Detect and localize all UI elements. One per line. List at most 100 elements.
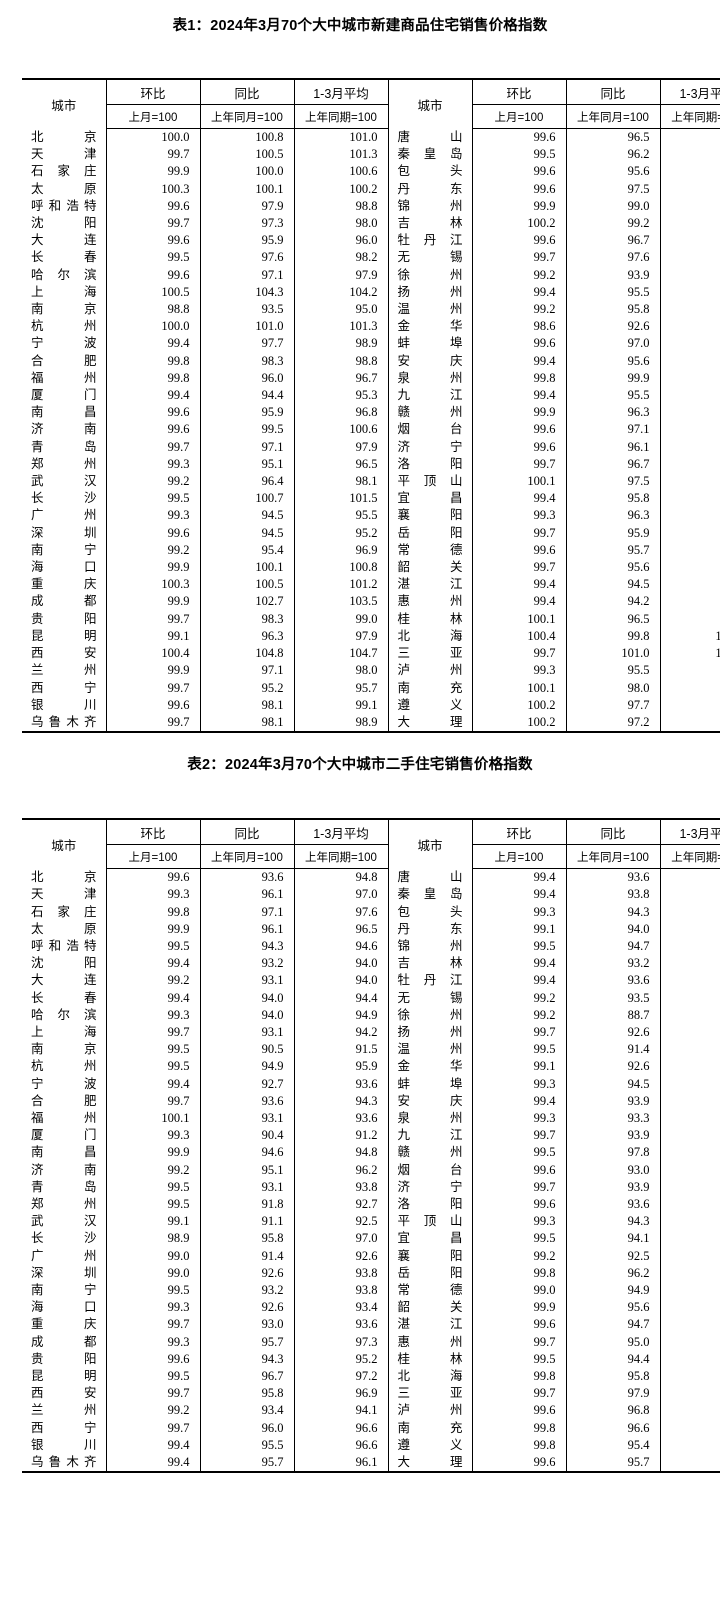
avg-value-cell: 99.2	[659, 197, 720, 216]
yoy-value-cell: 99.2	[565, 215, 661, 233]
mom-value-cell: 99.1	[471, 1058, 567, 1076]
avg-value-cell: 100.2	[293, 180, 389, 198]
yoy-value-cell: 95.6	[565, 1299, 661, 1317]
yoy-value-cell: 96.0	[199, 369, 295, 388]
city-name-cell: 安庆	[388, 1092, 473, 1110]
avg-value-cell: 97.9	[293, 627, 389, 646]
yoy-value-cell: 94.5	[565, 1075, 661, 1093]
yoy-value-cell: 93.9	[565, 1178, 661, 1196]
city-name-cell: 济宁	[388, 1178, 473, 1196]
mom-value-cell: 100.0	[105, 128, 201, 147]
city-name-cell: 西安	[22, 1385, 107, 1403]
yoy-value-cell: 91.4	[565, 1041, 661, 1059]
avg-value-cell: 96.7	[293, 369, 389, 388]
yoy-value-cell: 97.5	[565, 473, 661, 491]
mom-value-cell: 99.9	[105, 1144, 201, 1162]
yoy-value-cell: 96.5	[565, 128, 661, 147]
city-name-cell: 南宁	[22, 541, 107, 560]
yoy-value-cell: 98.1	[199, 696, 295, 714]
yoy-value-cell: 99.5	[199, 421, 295, 439]
city-name-cell: 昆明	[22, 627, 107, 646]
avg-value-cell: 94.8	[293, 1144, 389, 1162]
yoy-value-cell: 97.1	[199, 903, 295, 921]
mom-value-cell: 99.4	[105, 989, 201, 1007]
mom-value-cell: 99.3	[105, 1006, 201, 1024]
yoy-value-cell: 94.5	[565, 576, 661, 594]
yoy-value-cell: 95.9	[199, 404, 295, 422]
yoy-value-cell: 94.9	[565, 1281, 661, 1300]
avg-value-cell: 98.9	[293, 335, 389, 353]
yoy-value-cell: 96.2	[565, 146, 661, 164]
mom-value-cell: 99.9	[105, 163, 201, 181]
avg-value-cell: 94.2	[659, 920, 720, 938]
city-name-cell: 秦皇岛	[388, 146, 473, 164]
city-name-cell: 襄阳	[388, 1247, 473, 1265]
avg-value-cell: 96.7	[659, 146, 720, 164]
avg-value-cell: 95.3	[659, 266, 720, 284]
yoy-value-cell: 96.0	[199, 1419, 295, 1437]
mom-value-cell: 99.6	[471, 438, 567, 456]
city-name-cell: 合肥	[22, 352, 107, 370]
yoy-value-cell: 96.6	[565, 1419, 661, 1437]
avg-value-cell: 99.5	[659, 369, 720, 388]
avg-value-cell: 100.8	[293, 559, 389, 577]
city-name-cell: 丹东	[388, 180, 473, 198]
mom-value-cell: 99.8	[105, 369, 201, 388]
yoy-value-cell: 95.9	[199, 232, 295, 250]
mom-value-cell: 100.4	[471, 627, 567, 646]
avg-value-cell: 96.4	[659, 387, 720, 405]
yoy-value-cell: 95.8	[565, 490, 661, 508]
city-name-cell: 呼和浩特	[22, 197, 107, 216]
mom-value-cell: 99.8	[471, 1368, 567, 1386]
city-name-cell: 长沙	[22, 1230, 107, 1248]
mom-value-cell: 100.5	[105, 283, 201, 302]
mom-value-cell: 99.6	[471, 421, 567, 439]
mom-value-cell: 99.5	[471, 1144, 567, 1162]
mom-value-cell: 99.7	[105, 713, 201, 734]
mom-value-cell: 99.3	[105, 455, 201, 474]
mom-value-cell: 99.3	[105, 1333, 201, 1351]
avg-value-cell: 97.6	[293, 903, 389, 921]
mom-value-cell: 99.6	[471, 541, 567, 560]
mom-value-cell: 99.6	[471, 232, 567, 250]
avg-value-cell: 95.4	[659, 1075, 720, 1093]
mom-value-cell: 99.5	[471, 146, 567, 164]
mom-value-cell: 99.6	[105, 868, 201, 887]
avg-value-cell: 101.3	[293, 146, 389, 164]
city-name-cell: 遵义	[388, 696, 473, 714]
mom-value-cell: 99.8	[471, 1264, 567, 1282]
city-name-cell: 南京	[22, 1041, 107, 1059]
yoy-value-cell: 90.4	[199, 1127, 295, 1145]
yoy-value-cell: 95.7	[565, 541, 661, 560]
avg-value-cell: 94.3	[293, 1092, 389, 1110]
yoy-value-cell: 94.5	[199, 524, 295, 542]
col-subheader-yoy-right: 上年同月=100	[565, 104, 661, 129]
mom-value-cell: 99.5	[105, 1368, 201, 1386]
avg-value-cell: 96.8	[659, 438, 720, 456]
avg-value-cell: 93.7	[659, 1109, 720, 1128]
avg-value-cell: 98.0	[293, 662, 389, 680]
table-1-head: 城市 环比 同比 1-3月平均 城市 环比 同比 1-3月平均 上月=100 上…	[22, 79, 720, 129]
yoy-value-cell: 93.2	[199, 955, 295, 973]
col-header-mom-left: 环比	[105, 79, 201, 105]
mom-value-cell: 99.5	[105, 1178, 201, 1196]
mom-value-cell: 99.5	[105, 1058, 201, 1076]
city-name-cell: 包头	[388, 163, 473, 181]
mom-value-cell: 99.9	[471, 197, 567, 216]
mom-value-cell: 99.7	[105, 215, 201, 233]
avg-value-cell: 95.3	[293, 387, 389, 405]
avg-value-cell: 94.7	[659, 1092, 720, 1110]
avg-value-cell: 101.3	[293, 318, 389, 336]
